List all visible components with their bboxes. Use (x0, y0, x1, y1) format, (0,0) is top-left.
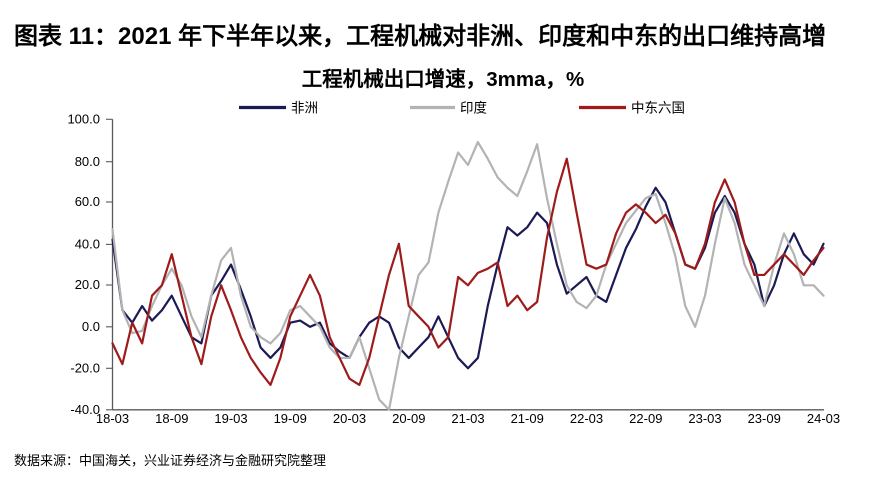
svg-text:非洲: 非洲 (291, 101, 318, 116)
svg-text:21-03: 21-03 (451, 411, 484, 426)
svg-text:100.0: 100.0 (67, 112, 100, 127)
svg-text:40.0: 40.0 (75, 237, 100, 252)
svg-text:18-03: 18-03 (96, 411, 129, 426)
svg-text:60.0: 60.0 (75, 194, 100, 209)
svg-text:21-09: 21-09 (511, 411, 544, 426)
svg-text:80.0: 80.0 (75, 154, 100, 169)
svg-text:22-03: 22-03 (570, 411, 603, 426)
svg-text:23-03: 23-03 (688, 411, 721, 426)
svg-text:0.0: 0.0 (82, 319, 100, 334)
svg-text:-20.0: -20.0 (70, 361, 100, 376)
svg-text:中东六国: 中东六国 (631, 101, 685, 116)
svg-text:24-03: 24-03 (807, 411, 840, 426)
svg-text:20-03: 20-03 (333, 411, 366, 426)
svg-text:19-09: 19-09 (274, 411, 307, 426)
svg-text:22-09: 22-09 (629, 411, 662, 426)
svg-text:18-09: 18-09 (155, 411, 188, 426)
svg-text:19-03: 19-03 (214, 411, 247, 426)
svg-text:20-09: 20-09 (392, 411, 425, 426)
svg-text:20.0: 20.0 (75, 277, 100, 292)
svg-text:印度: 印度 (460, 101, 487, 116)
svg-text:23-09: 23-09 (748, 411, 781, 426)
